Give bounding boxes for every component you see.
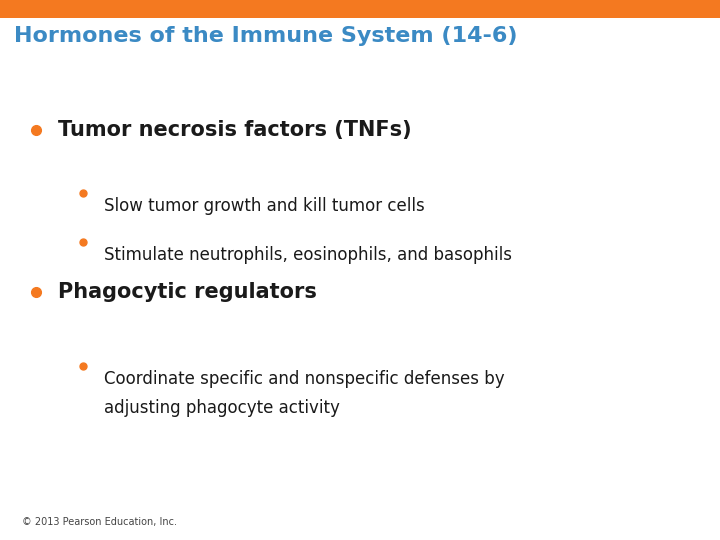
Text: Stimulate neutrophils, eosinophils, and basophils: Stimulate neutrophils, eosinophils, and … (104, 246, 513, 264)
Text: Slow tumor growth and kill tumor cells: Slow tumor growth and kill tumor cells (104, 197, 425, 215)
Text: Coordinate specific and nonspecific defenses by
adjusting phagocyte activity: Coordinate specific and nonspecific defe… (104, 370, 505, 417)
Bar (0, 0, 720, 18)
Text: Hormones of the Immune System (14-6): Hormones of the Immune System (14-6) (14, 26, 518, 46)
Text: Tumor necrosis factors (TNFs): Tumor necrosis factors (TNFs) (58, 119, 411, 140)
Text: © 2013 Pearson Education, Inc.: © 2013 Pearson Education, Inc. (22, 516, 176, 526)
Text: Phagocytic regulators: Phagocytic regulators (58, 281, 317, 302)
